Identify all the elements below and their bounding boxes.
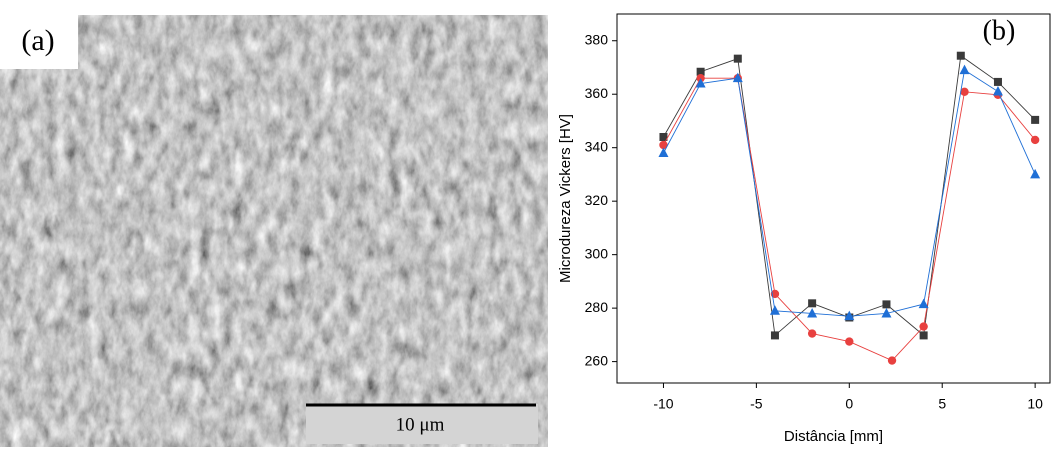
panel-label: (a) <box>21 24 54 57</box>
marker <box>960 87 969 97</box>
marker <box>770 331 779 340</box>
marker <box>845 337 854 346</box>
plot-frame <box>616 13 1051 384</box>
marker <box>993 77 1002 86</box>
y-tick-label: 280 <box>585 299 609 315</box>
y-axis-label: Microdureza Vickers [HV] <box>557 114 574 283</box>
marker <box>695 78 706 88</box>
marker <box>659 133 668 141</box>
y-tick-label: 260 <box>585 352 609 368</box>
x-tick-label: -5 <box>750 396 763 412</box>
marker <box>887 356 897 365</box>
micrograph <box>0 15 548 447</box>
marker <box>881 307 892 318</box>
scale-bar-label: 10 μm <box>396 414 445 435</box>
marker <box>919 322 928 331</box>
marker <box>918 298 929 309</box>
x-tick-label: -10 <box>653 396 673 412</box>
x-tick-label: 0 <box>845 396 853 412</box>
label-box <box>0 15 78 69</box>
marker <box>732 72 743 83</box>
series-line <box>663 69 1036 317</box>
marker <box>733 54 742 63</box>
marker <box>844 310 855 321</box>
y-tick-label: 360 <box>585 85 609 101</box>
marker <box>807 329 817 338</box>
scale-bar-box <box>306 404 538 444</box>
marker <box>956 51 965 60</box>
marker <box>959 64 970 75</box>
y-tick-label: 300 <box>585 245 609 261</box>
series-line <box>663 54 1036 337</box>
x-axis-label: Distância [mm] <box>784 428 883 445</box>
y-tick-label: 320 <box>585 192 609 208</box>
y-tick-label: 340 <box>585 138 609 154</box>
marker <box>882 300 891 309</box>
x-tick-label: 5 <box>938 396 946 412</box>
marker <box>1030 135 1040 145</box>
marker <box>658 147 669 158</box>
x-tick-label: 10 <box>1027 396 1043 412</box>
panel-label: (b) <box>983 15 1016 46</box>
marker <box>1031 115 1040 124</box>
chart: -10 -5 0 5 10 260 280 300 320 340 360 380 Distância … <box>557 13 1051 445</box>
marker <box>1030 168 1041 179</box>
marker <box>992 86 1003 96</box>
marker <box>919 331 928 340</box>
micrograph-panel: (a) 10 μm <box>0 15 548 447</box>
marker <box>808 299 817 308</box>
marker <box>659 140 668 150</box>
marker <box>769 305 780 315</box>
marker <box>696 67 705 76</box>
marker <box>807 307 818 318</box>
y-tick-label: 380 <box>585 31 609 47</box>
